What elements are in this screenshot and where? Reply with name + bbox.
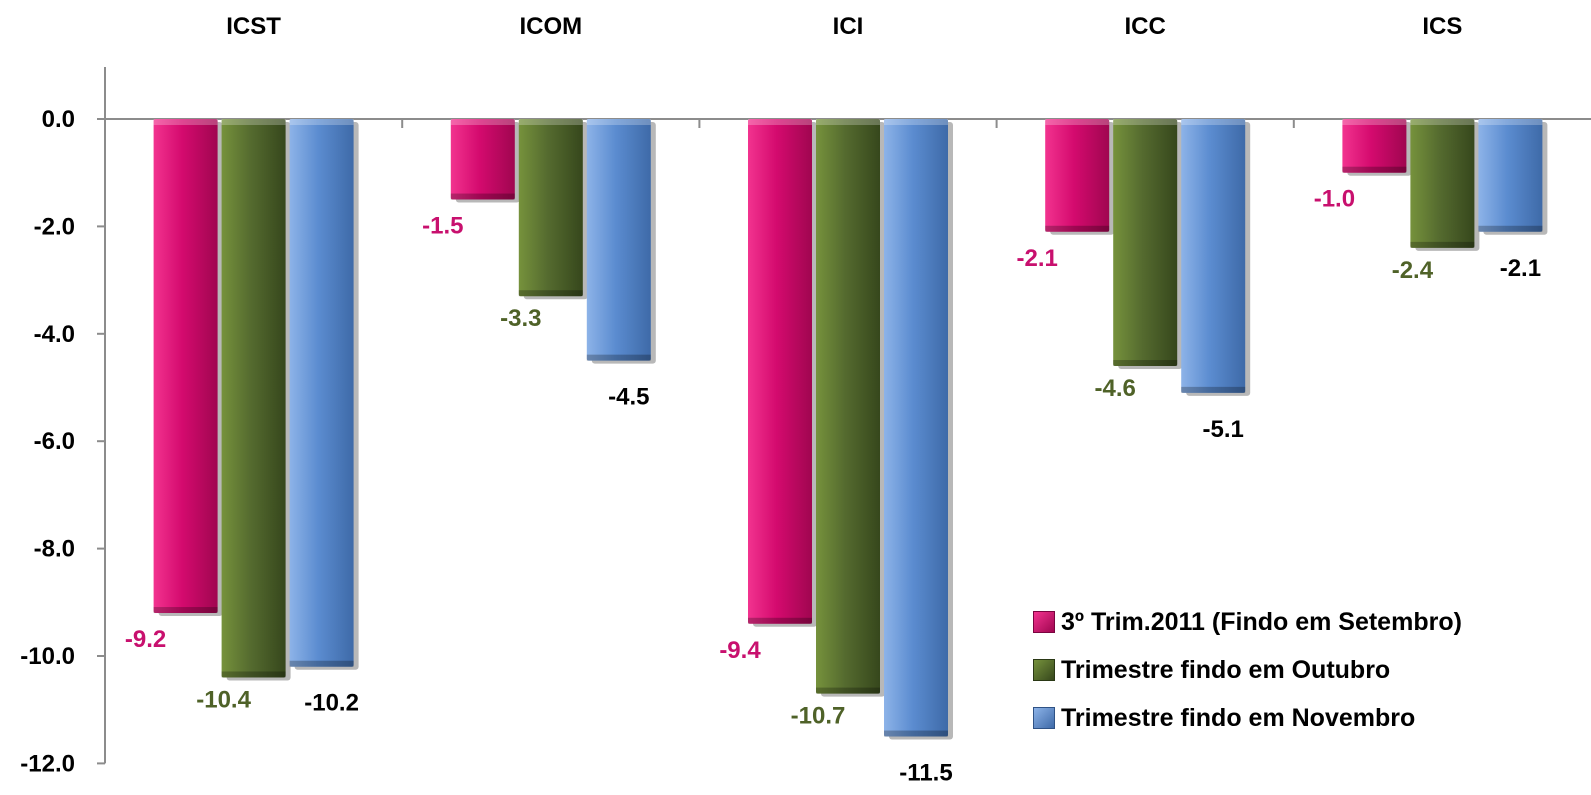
bar-bevel (1045, 225, 1110, 232)
category-label: ICST (226, 13, 281, 40)
value-label: -10.7 (791, 703, 846, 730)
value-label: -11.5 (899, 760, 952, 787)
category-label: ICI (833, 13, 864, 40)
legend-label-series-3: Trimestre findo em Novembro (1061, 703, 1416, 732)
y-tick-label: -12.0 (20, 750, 75, 777)
legend-label-series-2: Trimestre findo em Outubro (1061, 655, 1391, 684)
value-label: -10.2 (304, 690, 359, 717)
value-label: -3.3 (500, 305, 541, 332)
bar-bevel (518, 290, 583, 297)
bar (1410, 119, 1475, 248)
bar (518, 119, 583, 297)
bar (748, 119, 812, 624)
bar-highlight (450, 119, 515, 125)
bar-bevel (1478, 225, 1543, 232)
bar-bevel (1113, 360, 1178, 367)
value-label: -2.1 (1017, 245, 1058, 272)
bar-highlight (1342, 119, 1407, 125)
bar (289, 119, 354, 667)
legend-item-series-2: Trimestre findo em Outubro (1033, 646, 1462, 694)
bar (1045, 119, 1110, 232)
y-tick-label: 0.0 (42, 106, 75, 133)
bar-highlight (1045, 119, 1110, 125)
y-tick-label: -6.0 (34, 428, 75, 455)
bar-highlight (816, 119, 880, 125)
bar (816, 119, 880, 694)
legend-swatch-series-2 (1033, 659, 1055, 681)
value-label: -1.5 (422, 213, 463, 240)
bar-bevel (221, 671, 286, 678)
bar-bevel (816, 687, 880, 694)
legend-swatch-series-1 (1033, 611, 1055, 633)
bar-highlight (1478, 119, 1543, 125)
legend: 3º Trim.2011 (Findo em Setembro) Trimest… (1033, 598, 1462, 742)
bar-bevel (586, 354, 651, 361)
bar-bevel (1410, 241, 1475, 248)
bar-highlight (1113, 119, 1178, 125)
bar-bevel (450, 193, 515, 200)
bar-highlight (221, 119, 286, 125)
bar (153, 119, 218, 614)
bar (1113, 119, 1178, 367)
bar-bevel (289, 660, 354, 667)
bar-highlight (748, 119, 812, 125)
legend-swatch-series-3 (1033, 707, 1055, 729)
value-label: -2.4 (1392, 257, 1434, 284)
category-label: ICS (1422, 13, 1462, 40)
bar-bevel (1342, 166, 1407, 173)
value-label: -9.4 (719, 637, 761, 664)
value-label: -10.4 (196, 686, 251, 713)
legend-item-series-3: Trimestre findo em Novembro (1033, 694, 1462, 742)
bar-bevel (884, 730, 948, 737)
bar (1181, 119, 1246, 393)
bar-highlight (586, 119, 651, 125)
bar (586, 119, 651, 361)
bar (450, 119, 515, 200)
bar-bevel (748, 617, 812, 624)
bar (221, 119, 286, 678)
bar-bevel (153, 607, 218, 614)
y-tick-label: -8.0 (34, 536, 75, 563)
y-tick-label: -10.0 (20, 643, 75, 670)
bar-highlight (1181, 119, 1246, 125)
bar-highlight (518, 119, 583, 125)
legend-label-series-1: 3º Trim.2011 (Findo em Setembro) (1061, 607, 1462, 636)
bar-highlight (153, 119, 218, 125)
category-label: ICC (1125, 13, 1166, 40)
bar-bevel (1181, 386, 1246, 393)
legend-item-series-1: 3º Trim.2011 (Findo em Setembro) (1033, 598, 1462, 646)
bar (1342, 119, 1407, 173)
value-label: -4.6 (1095, 375, 1136, 402)
bar-highlight (1410, 119, 1475, 125)
value-label: -5.1 (1203, 416, 1244, 443)
bar-highlight (884, 119, 948, 125)
value-label: -4.5 (608, 384, 649, 411)
bar-highlight (289, 119, 354, 125)
bar (1478, 119, 1543, 232)
y-tick-label: -2.0 (34, 213, 75, 240)
bar (884, 119, 948, 737)
category-label: ICOM (519, 13, 582, 40)
value-label: -9.2 (125, 626, 166, 653)
y-tick-label: -4.0 (34, 321, 75, 348)
value-label: -1.0 (1314, 186, 1355, 213)
value-label: -2.1 (1500, 255, 1541, 282)
